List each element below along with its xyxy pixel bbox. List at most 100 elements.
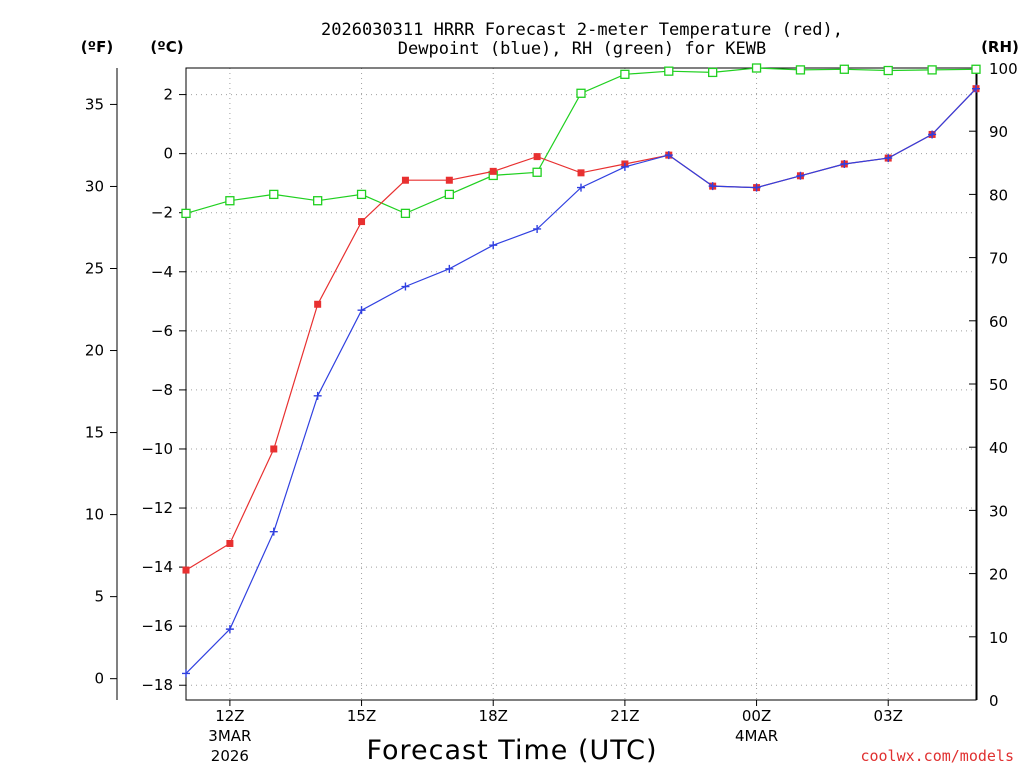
rh-point [795,65,806,75]
rh-tick-label: 10 [989,629,1008,647]
celsius-tick-label: −18 [141,676,173,694]
x-axis-title: Forecast Time (UTC) [366,735,657,766]
rh-tick-label: 80 [989,186,1008,204]
fahrenheit-tick-label: 25 [85,259,104,277]
time-tick-label: 18Z [479,707,508,725]
dewpoint-point [357,306,366,315]
dewpoint-point [489,241,498,250]
temperature-point [489,167,497,175]
fahrenheit-tick-label: 15 [85,424,104,442]
chart-title-line1: 2026030311 HRRR Forecast 2-meter Tempera… [321,20,843,40]
rh-point [269,189,279,200]
temperature-point [226,539,234,547]
rh-tick-label: 90 [989,123,1008,141]
rh-point [532,167,542,177]
dewpoint-point [401,282,410,291]
rh-unit-label: (RH) [981,38,1019,56]
rh-tick-label: 70 [989,250,1008,268]
dewpoint-point [269,527,278,536]
rh-tick-label: 100 [989,60,1018,78]
fahrenheit-unit-label: (ºF) [81,38,113,56]
time-tick-label: 15Z [347,707,376,725]
time-tick-label: 03Z [874,707,903,725]
rh-axis: 0 10 20 30 40 50 60 70 80 90 100 [969,60,1018,710]
rh-point [664,66,674,76]
rh-tick-label: 20 [989,566,1008,584]
fahrenheit-axis: 0 5 10 15 20 25 30 35 [85,95,117,688]
time-axis: 12Z 3MAR 2026 15Z 18Z 21Z 00Z 4MAR 03Z [208,700,903,765]
dewpoint-point [752,183,761,192]
dewpoint-line [185,88,977,674]
chart-title-line2: Dewpoint (blue), RH (green) for KEWB [398,39,766,59]
rh-point [444,189,454,200]
celsius-tick-label: −2 [151,204,173,222]
rh-point [225,196,235,206]
temperature-point [270,445,278,453]
date-label: 4MAR [735,727,778,745]
temperature-point [533,153,541,161]
dewpoint-point [796,171,805,180]
rh-tick-label: 50 [989,376,1008,394]
series-layer [181,63,981,678]
credit-text: coolwx.com/models [860,747,1014,765]
celsius-tick-label: −8 [151,381,173,399]
rh-point [751,63,762,73]
celsius-tick-label: −10 [141,440,173,458]
time-tick-label: 21Z [610,707,639,725]
rh-tick-label: 0 [989,692,999,710]
fahrenheit-tick-label: 10 [85,506,104,524]
rh-tick-label: 30 [989,502,1008,520]
rh-point [839,64,849,74]
rh-point [313,196,323,206]
temperature-line [185,88,977,571]
date-label: 3MAR [208,727,251,745]
celsius-tick-label: 2 [163,86,173,104]
dewpoint-point [664,151,673,160]
fahrenheit-tick-label: 30 [85,177,104,195]
rh-point [620,69,630,79]
temperature-point [182,566,190,574]
temperature-point [358,218,366,226]
celsius-axis: −18 −16 −14 −12 −10 −8 −6 −4 −2 0 2 [141,86,186,694]
celsius-tick-label: −12 [141,499,173,517]
dewpoint-point [182,669,190,678]
fahrenheit-tick-label: 0 [94,670,104,688]
dewpoint-point [840,159,849,168]
dewpoint-point [620,162,629,171]
celsius-unit-label: (ºC) [150,38,183,56]
fahrenheit-tick-label: 5 [94,588,104,606]
rh-point [708,67,718,78]
year-label: 2026 [211,747,249,765]
celsius-tick-label: −16 [141,617,173,635]
celsius-tick-label: −4 [151,263,173,281]
rh-point [971,64,981,74]
rh-point [181,208,191,219]
celsius-tick-label: 0 [163,145,173,163]
fahrenheit-tick-label: 20 [85,342,104,360]
rh-tick-label: 60 [989,313,1008,331]
rh-point [400,208,411,219]
dewpoint-point [972,84,980,93]
dewpoint-point [533,224,542,233]
rh-tick-label: 40 [989,439,1008,457]
dewpoint-point [445,264,454,273]
celsius-tick-label: −14 [141,558,173,576]
temperature-point [401,176,409,184]
rh-point [883,65,893,76]
rh-point [927,65,937,75]
celsius-tick-label: −6 [151,322,173,340]
dewpoint-point [313,391,322,400]
dewpoint-point [577,183,585,192]
temperature-point [445,176,453,184]
dewpoint-point [928,130,937,139]
dewpoint-point [884,154,893,163]
time-tick-label: 00Z [742,707,771,725]
fahrenheit-tick-label: 35 [85,95,104,113]
dewpoint-point [708,182,717,191]
time-tick-label: 12Z [215,707,244,725]
temperature-point [577,169,585,177]
rh-point [356,189,367,200]
temperature-point [314,300,322,308]
dewpoint-point [225,625,234,634]
